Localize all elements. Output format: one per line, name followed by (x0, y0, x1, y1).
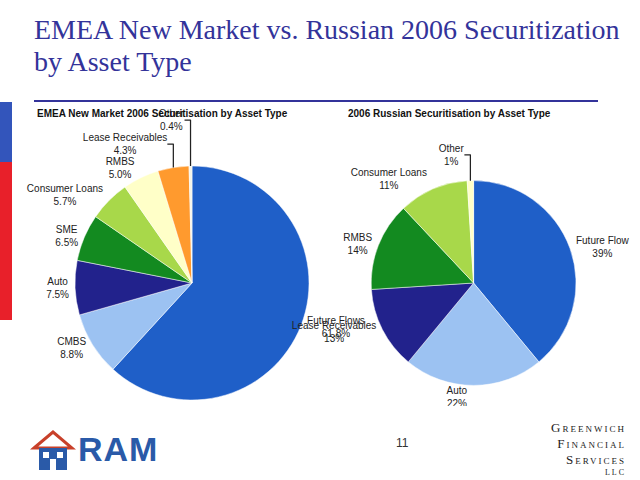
svg-text:Lease Receivables13%: Lease Receivables13% (292, 320, 377, 344)
html-text:11: 11 (396, 436, 409, 450)
svg-text:2006 Russian Securitisation by: 2006 Russian Securitisation by Asset Typ… (348, 108, 551, 119)
svg-text:Lease Receivables4.3%: Lease Receivables4.3% (83, 132, 168, 156)
svg-text:RMBS5.0%: RMBS5.0% (106, 156, 135, 180)
html-text:Services: Services (566, 452, 626, 467)
svg-text:Future Flows61.8%: Future Flows61.8% (307, 315, 365, 339)
svg-text:EMEA New Market 2006 Securitis: EMEA New Market 2006 Securitisation by A… (37, 108, 288, 119)
svg-text:RMBS14%: RMBS14% (343, 232, 372, 256)
html-text:LLC: LLC (604, 468, 626, 477)
svg-text:Future Flow39%: Future Flow39% (576, 235, 630, 259)
html-text:RAM: RAM (78, 430, 159, 468)
svg-text:Other0.4%: Other0.4% (159, 108, 185, 132)
svg-text:Consumer Loans5.7%: Consumer Loans5.7% (27, 183, 103, 207)
html-text:Greenwich: Greenwich (551, 420, 626, 435)
html-text:EMEA New Market vs. Russian 20: EMEA New Market vs. Russian 2006 Securit… (34, 14, 620, 77)
svg-text:Consumer Loans11%: Consumer Loans11% (351, 167, 427, 191)
svg-text:Auto22%: Auto22% (447, 385, 468, 406)
svg-text:Other1%: Other1% (439, 143, 465, 167)
svg-text:SME6.5%: SME6.5% (55, 224, 78, 248)
svg-text:CMBS8.8%: CMBS8.8% (57, 336, 86, 360)
svg-text:Auto7.5%: Auto7.5% (46, 276, 69, 300)
html-text:Financial: Financial (557, 436, 626, 451)
